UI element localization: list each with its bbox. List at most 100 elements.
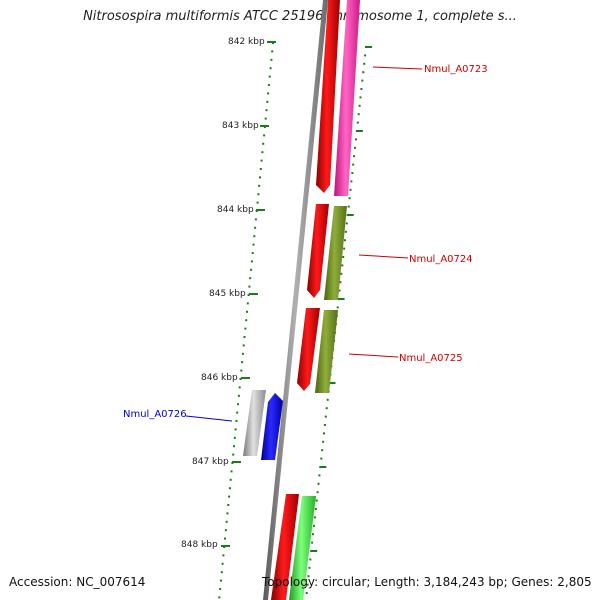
minor-tick bbox=[222, 554, 225, 557]
outer-minor-tick bbox=[313, 516, 316, 519]
outer-major-tick bbox=[310, 550, 318, 552]
minor-tick bbox=[237, 394, 240, 397]
minor-tick bbox=[244, 327, 247, 330]
outer-minor-tick bbox=[324, 415, 327, 418]
outer-minor-tick bbox=[342, 256, 345, 258]
minor-tick bbox=[233, 445, 235, 448]
outer-minor-tick bbox=[345, 222, 348, 225]
gene-leader-line bbox=[185, 415, 233, 422]
minor-tick bbox=[233, 436, 236, 439]
minor-tick bbox=[221, 562, 224, 565]
minor-tick bbox=[229, 478, 232, 481]
outer-major-tick bbox=[328, 382, 336, 384]
minor-tick bbox=[270, 58, 273, 61]
outer-minor-tick bbox=[357, 113, 360, 116]
outer-minor-tick bbox=[360, 88, 363, 90]
minor-tick bbox=[225, 520, 228, 523]
outer-major-tick bbox=[355, 130, 363, 132]
ruler-label: 843 kbp bbox=[222, 121, 259, 131]
minor-tick bbox=[237, 403, 239, 406]
minor-tick bbox=[253, 235, 256, 238]
outer-minor-tick bbox=[362, 71, 365, 74]
minor-tick bbox=[228, 495, 231, 498]
outer-major-tick bbox=[346, 214, 354, 216]
outer-minor-tick bbox=[308, 566, 311, 569]
outer-minor-tick bbox=[354, 146, 356, 149]
minor-tick bbox=[220, 579, 222, 582]
outer-minor-tick bbox=[364, 54, 367, 57]
gene-feature-red[interactable] bbox=[307, 204, 329, 298]
gene-leader-line bbox=[348, 353, 399, 358]
gene-feature-red[interactable] bbox=[297, 308, 320, 391]
minor-tick bbox=[243, 336, 246, 338]
minor-tick bbox=[264, 117, 267, 120]
minor-tick bbox=[257, 193, 260, 196]
gene-label-nmul-a0725[interactable]: Nmul_A0725 bbox=[399, 353, 463, 364]
major-tick bbox=[249, 293, 258, 295]
minor-tick bbox=[267, 84, 270, 86]
minor-tick bbox=[239, 378, 242, 380]
minor-tick bbox=[226, 512, 229, 515]
minor-tick bbox=[248, 285, 251, 288]
ruler-label: 842 kbp bbox=[228, 37, 265, 47]
minor-tick bbox=[247, 294, 250, 296]
minor-tick bbox=[271, 50, 274, 53]
gene-label-nmul-a0726[interactable]: Nmul_A0726 bbox=[123, 409, 187, 420]
gene-feature-blue[interactable] bbox=[261, 393, 283, 460]
outer-minor-tick bbox=[343, 247, 346, 250]
minor-tick bbox=[262, 142, 265, 145]
ruler-label: 847 kbp bbox=[192, 457, 229, 467]
minor-tick bbox=[227, 504, 230, 506]
minor-tick bbox=[230, 470, 233, 473]
minor-tick bbox=[246, 310, 248, 313]
gene-feature-red[interactable] bbox=[316, 0, 340, 193]
major-tick bbox=[256, 209, 265, 211]
outer-minor-tick bbox=[341, 264, 344, 267]
minor-tick bbox=[258, 184, 261, 187]
minor-tick bbox=[241, 361, 244, 364]
map-title: Nitrosospira multiformis ATCC 25196 chro… bbox=[83, 9, 517, 24]
gene-feature-olive[interactable] bbox=[324, 206, 347, 300]
outer-minor-tick bbox=[338, 289, 341, 292]
minor-tick bbox=[235, 420, 238, 422]
ruler-label: 848 kbp bbox=[181, 540, 218, 550]
gene-label-nmul-a0723[interactable]: Nmul_A0723 bbox=[424, 64, 488, 75]
minor-tick bbox=[224, 529, 227, 532]
outer-minor-tick bbox=[359, 96, 362, 99]
accession-text: Accession: NC_007614 bbox=[9, 575, 146, 589]
gene-feature-pink[interactable] bbox=[334, 0, 360, 196]
outer-minor-tick bbox=[323, 432, 325, 435]
ruler-label: 845 kbp bbox=[209, 289, 246, 299]
gene-leader-line bbox=[358, 254, 409, 259]
gene-feature-red[interactable] bbox=[271, 494, 299, 600]
minor-tick bbox=[220, 571, 223, 574]
minor-tick bbox=[228, 487, 231, 490]
minor-tick bbox=[232, 453, 235, 456]
gene-label-nmul-a0724[interactable]: Nmul_A0724 bbox=[409, 254, 473, 265]
outer-minor-tick bbox=[348, 197, 351, 200]
ruler-label: 846 kbp bbox=[201, 373, 238, 383]
minor-tick bbox=[254, 218, 257, 221]
outer-major-tick bbox=[319, 466, 327, 468]
outer-minor-tick bbox=[317, 482, 320, 485]
minor-tick bbox=[260, 159, 263, 162]
outer-minor-tick bbox=[306, 583, 309, 586]
minor-tick bbox=[261, 151, 264, 154]
outer-minor-tick bbox=[339, 281, 342, 284]
outer-minor-tick bbox=[314, 508, 317, 510]
minor-tick bbox=[259, 176, 261, 179]
outer-minor-tick bbox=[356, 121, 359, 124]
minor-tick bbox=[242, 344, 245, 347]
minor-tick bbox=[254, 226, 257, 229]
outer-minor-tick bbox=[313, 524, 315, 527]
outer-minor-tick bbox=[322, 440, 325, 443]
outer-minor-tick bbox=[349, 188, 352, 191]
outer-minor-tick bbox=[316, 491, 319, 494]
minor-tick bbox=[249, 277, 252, 280]
gene-feature-green[interactable] bbox=[289, 496, 316, 600]
gene-feature-gray[interactable] bbox=[243, 390, 266, 456]
gene-leader-line bbox=[372, 66, 423, 70]
minor-tick bbox=[241, 352, 244, 355]
gene-feature-olive[interactable] bbox=[315, 310, 338, 393]
